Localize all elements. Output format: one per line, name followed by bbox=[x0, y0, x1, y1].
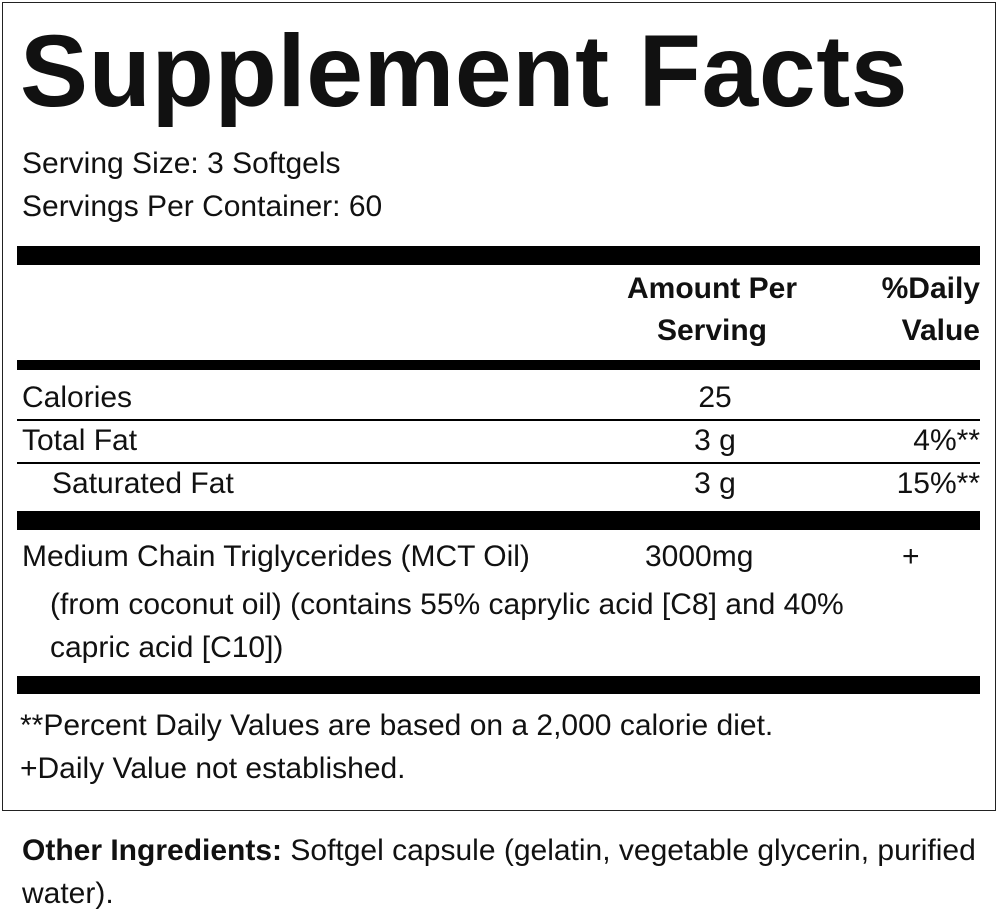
other-ingredients-text: Softgel capsule (gelatin, vegetable glyc… bbox=[22, 834, 976, 910]
other-ingredients-label: Other Ingredients: bbox=[22, 834, 283, 867]
row-divider bbox=[17, 419, 980, 421]
ingredient-daily-value: + bbox=[902, 540, 920, 573]
divider bbox=[17, 360, 980, 370]
serving-size: Serving Size: 3 Softgels bbox=[22, 147, 341, 180]
ingredient-amount: 3000mg bbox=[645, 540, 754, 573]
row-amount: 25 bbox=[698, 381, 732, 414]
footnote: +Daily Value not established. bbox=[20, 752, 406, 785]
row-name: Total Fat bbox=[22, 424, 138, 457]
divider bbox=[17, 511, 980, 530]
daily-value-header: %Daily Value bbox=[881, 272, 980, 347]
row-name: Saturated Fat bbox=[52, 467, 234, 500]
row-name: Calories bbox=[22, 381, 133, 414]
title: Supplement Facts bbox=[20, 14, 909, 128]
servings-per-container: Servings Per Container: 60 bbox=[22, 190, 383, 223]
row-amount: 3 g bbox=[694, 424, 736, 457]
divider bbox=[17, 676, 980, 694]
divider bbox=[17, 246, 980, 265]
facts-box bbox=[2, 2, 996, 811]
footnote: **Percent Daily Values are based on a 2,… bbox=[20, 709, 774, 742]
row-amount: 3 g bbox=[694, 467, 736, 500]
amount-header: Amount Per Serving bbox=[626, 272, 797, 347]
other-ingredients: Other Ingredients: Softgel capsule (gela… bbox=[22, 829, 982, 911]
row-divider bbox=[17, 462, 980, 464]
ingredient-note: (from coconut oil) (contains 55% capryli… bbox=[50, 588, 844, 664]
row-daily-value: 4%** bbox=[913, 424, 980, 457]
ingredient-name: Medium Chain Triglycerides (MCT Oil) bbox=[22, 540, 530, 573]
row-daily-value: 15%** bbox=[896, 467, 980, 500]
